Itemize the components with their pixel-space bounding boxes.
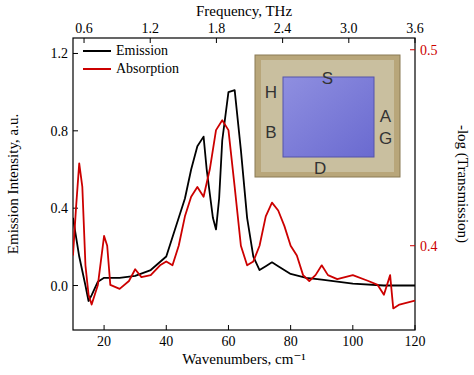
x2-tick-label: 3.6 [406,21,424,36]
y-tick [73,285,78,286]
x-axis-title: Wavenumbers, cm⁻¹ [182,351,306,367]
y-tick [73,53,78,54]
y2-tick [410,245,415,246]
inset-letter: G [379,129,392,148]
x-tick [352,325,353,330]
legend-swatch [83,68,111,70]
inset-letter: B [265,123,276,142]
x2-tick [282,38,283,43]
inset-chip [283,77,374,157]
inset-letter: H [265,83,277,102]
x-tick [166,325,167,330]
y-tick-label: 0.8 [51,124,69,139]
y-tick-label: 0.0 [51,279,69,294]
inset-letter: D [314,159,326,178]
x2-tick [348,38,349,43]
x-tick [415,325,416,330]
x2-tick-label: 2.4 [274,21,292,36]
legend-label: Absorption [116,61,179,76]
inset-photo [255,55,400,177]
legend-swatch [83,50,111,52]
y2-tick-label: 0.5 [420,43,438,58]
y2-tick [410,49,415,50]
y-tick [73,130,78,131]
y-tick-label: 0.4 [51,201,69,216]
chart: 20 40 60 80 100 120 0.6 1.2 1.8 2.4 3.0 3.6 0.0 0.4 0.… [0,0,474,375]
y2-axis-title: -log (Transmission) [454,125,471,243]
inset-letter: S [322,69,333,88]
x-tick [290,325,291,330]
x2-tick-label: 1.2 [141,21,159,36]
x2-axis-title: Frequency, THz [196,3,293,19]
y2-tick-label: 0.4 [420,239,438,254]
plot-frame [73,38,415,330]
x2-tick-label: 0.6 [75,21,93,36]
y-tick-label: 1.2 [51,46,69,61]
x-tick-label: 80 [284,334,298,349]
x-tick [228,325,229,330]
x2-tick-label: 1.8 [208,21,226,36]
x-tick-label: 120 [405,334,426,349]
x2-tick [84,38,85,43]
inset-letter: A [380,107,392,126]
x-tick-label: 60 [221,334,235,349]
x-tick-label: 100 [342,334,363,349]
inset-pad [261,60,394,172]
x2-tick [415,38,416,43]
x-tick-label: 40 [159,334,173,349]
x-tick [104,325,105,330]
y-axis-title: Emission Intensity, a.u. [5,114,21,254]
x2-tick [216,38,217,43]
legend-label: Emission [116,43,168,58]
x-tick-label: 20 [97,334,111,349]
x2-tick-label: 3.0 [340,21,358,36]
